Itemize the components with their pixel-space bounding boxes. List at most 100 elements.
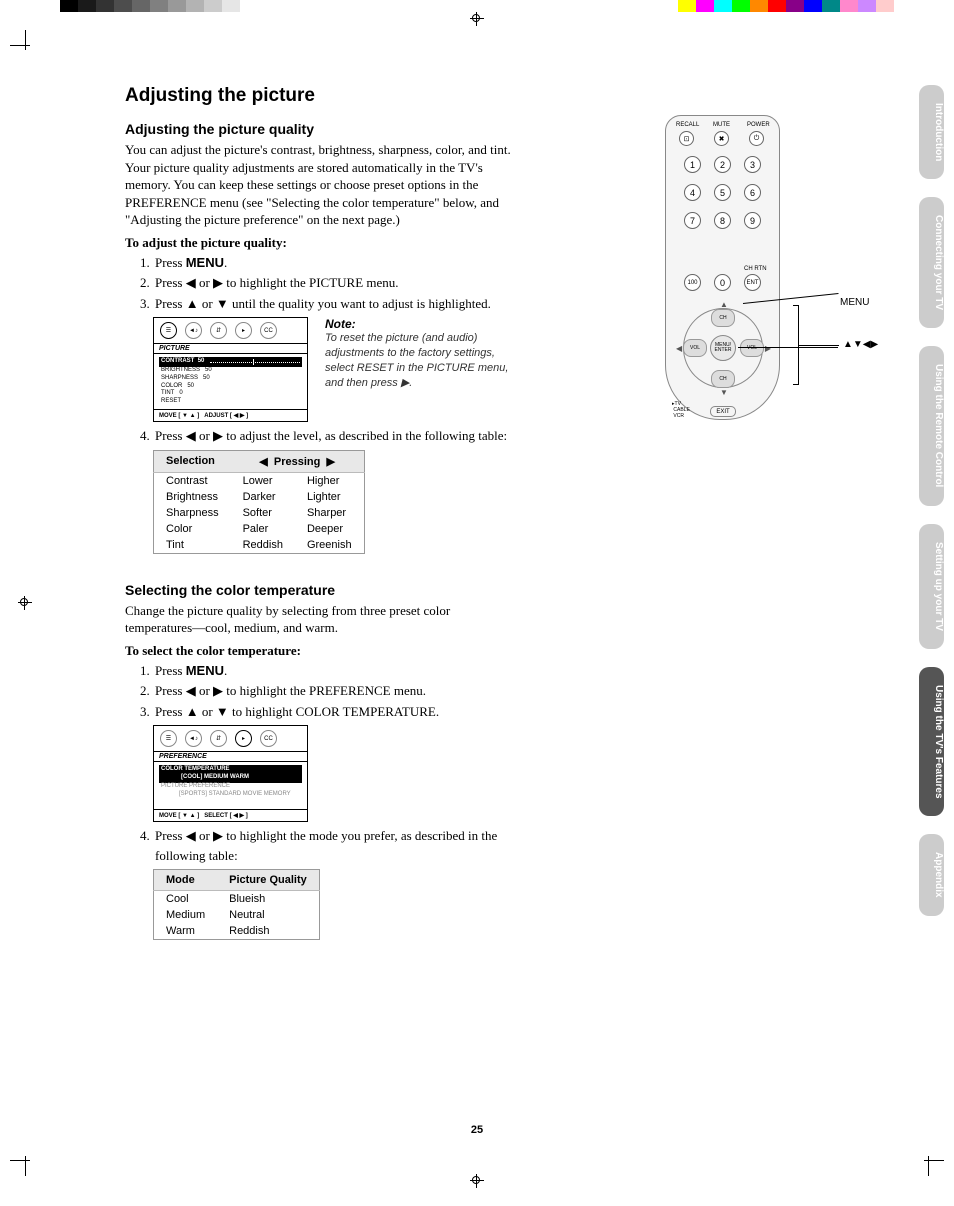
- color-swatch: [678, 0, 696, 12]
- menu-tab-icon: ☰: [160, 730, 177, 747]
- color-swatch: [840, 0, 858, 12]
- color-swatch: [696, 0, 714, 12]
- num-5-button: 5: [714, 184, 731, 201]
- table-row: ContrastLowerHigher: [154, 472, 365, 489]
- table-row: BrightnessDarkerLighter: [154, 489, 365, 505]
- table-row: ColorPalerDeeper: [154, 521, 365, 537]
- menu-tab-icon: ◄♪: [185, 730, 202, 747]
- color-swatch: [714, 0, 732, 12]
- num-7-button: 7: [684, 212, 701, 229]
- vol-down-button: VOL: [683, 339, 707, 357]
- remote-diagram: RECALL MUTE POWER ⊡ ✖ ⏻ 1234567891000ENT…: [665, 115, 795, 420]
- osd-row: TINT 0: [159, 390, 302, 398]
- table-row: CoolBlueish: [154, 891, 320, 908]
- table-row: TintReddishGreenish: [154, 537, 365, 554]
- step: Press ◀ or ▶ to highlight the mode you p…: [153, 826, 548, 865]
- mute-button: ✖: [714, 131, 729, 146]
- num-8-button: 8: [714, 212, 731, 229]
- body-text: Change the picture quality by selecting …: [125, 602, 520, 637]
- osd-highlighted-row: CONTRAST 50: [159, 357, 302, 367]
- color-swatch: [222, 0, 240, 12]
- device-switch: ▸TV CABLE VCR: [672, 401, 690, 419]
- mute-icon: ✖: [719, 135, 725, 143]
- color-swatch: [96, 0, 114, 12]
- 0-button: 0: [714, 274, 731, 291]
- procedure-lead: To select the color temperature:: [125, 643, 845, 659]
- exit-button: EXIT: [710, 406, 736, 417]
- section-tab: Connecting your TV: [919, 197, 944, 328]
- color-swatch: [786, 0, 804, 12]
- osd-row: COLOR 50: [159, 383, 302, 391]
- display-icon: ⊡: [684, 135, 690, 143]
- procedure-list: Press ◀ or ▶ to highlight the mode you p…: [153, 826, 845, 865]
- dpad: CH CH VOL VOL ▲ ▼ ◀ ▶ MENU/ ENTER: [681, 306, 766, 391]
- note-heading: Note:: [325, 317, 510, 331]
- right-arrow-icon: ▶: [765, 344, 771, 353]
- osd-row: PICTURE PREFERENCE: [159, 783, 302, 791]
- table-row: WarmReddish: [154, 923, 320, 940]
- section-tab: Setting up your TV: [919, 524, 944, 649]
- color-bar-right: [678, 0, 894, 12]
- table-row: SharpnessSofterSharper: [154, 505, 365, 521]
- th: Picture Quality: [217, 870, 319, 891]
- num-6-button: 6: [744, 184, 761, 201]
- section-tab: Appendix: [919, 834, 944, 916]
- note-text: To reset the picture (and audio) adjustm…: [325, 331, 510, 390]
- osd-footer: MOVE [ ▼ ▲ ] ADJUST [ ◀ ▶ ]: [154, 409, 307, 421]
- callout-label: MENU: [840, 297, 869, 308]
- callout-line: [799, 345, 839, 346]
- recall-button: ⊡: [679, 131, 694, 146]
- color-swatch: [60, 0, 78, 12]
- registration-mark-left: [18, 596, 32, 610]
- button-label: POWER: [747, 122, 770, 128]
- osd-row: RESET: [159, 398, 302, 406]
- crop-mark: [10, 1146, 40, 1176]
- menu-tab-icon: CC: [260, 322, 277, 339]
- osd-menu-title: PREFERENCE: [154, 751, 307, 762]
- color-swatch: [240, 0, 258, 12]
- menu-tab-icon: ⇵: [210, 730, 227, 747]
- osd-row: BRIGHTNESS 50: [159, 367, 302, 375]
- button-label: RECALL: [676, 122, 699, 128]
- color-swatch: [768, 0, 786, 12]
- menu-enter-button: MENU/ ENTER: [710, 335, 736, 361]
- menu-tab-icon: ▸: [235, 322, 252, 339]
- color-swatch: [876, 0, 894, 12]
- th: Mode: [154, 870, 218, 891]
- color-swatch: [804, 0, 822, 12]
- osd-menu-title: PICTURE: [154, 343, 307, 354]
- num-9-button: 9: [744, 212, 761, 229]
- th: Selection: [154, 450, 231, 472]
- ch-up-button: CH: [711, 309, 735, 327]
- procedure-list: Press MENU. Press ◀ or ▶ to highlight th…: [153, 661, 845, 722]
- button-label: MUTE: [713, 122, 730, 128]
- crop-mark: [914, 1146, 944, 1176]
- color-swatch: [732, 0, 750, 12]
- menu-tab-icon: CC: [260, 730, 277, 747]
- num-4-button: 4: [684, 184, 701, 201]
- color-swatch: [168, 0, 186, 12]
- ent-button: ENT: [744, 274, 761, 291]
- procedure-list: Press ◀ or ▶ to adjust the level, as des…: [153, 426, 845, 446]
- osd-row: SHARPNESS 50: [159, 375, 302, 383]
- 100-button: 100: [684, 274, 701, 291]
- menu-tab-icon: ▸: [235, 730, 252, 747]
- section-tab: Introduction: [919, 85, 944, 179]
- slider-icon: [210, 359, 300, 365]
- mode-table: ModePicture Quality CoolBlueishMediumNeu…: [153, 869, 320, 940]
- color-swatch: [114, 0, 132, 12]
- color-swatch: [822, 0, 840, 12]
- vol-up-button: VOL: [740, 339, 764, 357]
- down-arrow-icon: ▼: [720, 388, 728, 397]
- section-tab: Using the Remote Control: [919, 346, 944, 505]
- power-icon: ⏻: [754, 135, 760, 143]
- menu-tab-icon: ⇵: [210, 322, 227, 339]
- osd-menu-picture: ☰ ◄♪ ⇵ ▸ CC PICTURE CONTRAST 50 BRIGHTNE…: [153, 317, 308, 422]
- registration-mark-top: [470, 12, 484, 26]
- color-bar-left: [60, 0, 276, 12]
- osd-menu-preference: ☰ ◄♪ ⇵ ▸ CC PREFERENCE COLOR TEMPERATURE…: [153, 725, 308, 822]
- osd-highlighted-row: COLOR TEMPERATURE [COOL] MEDIUM WARM: [159, 765, 302, 783]
- callout-line: [738, 347, 838, 348]
- registration-mark-bottom: [470, 1174, 484, 1188]
- color-swatch: [150, 0, 168, 12]
